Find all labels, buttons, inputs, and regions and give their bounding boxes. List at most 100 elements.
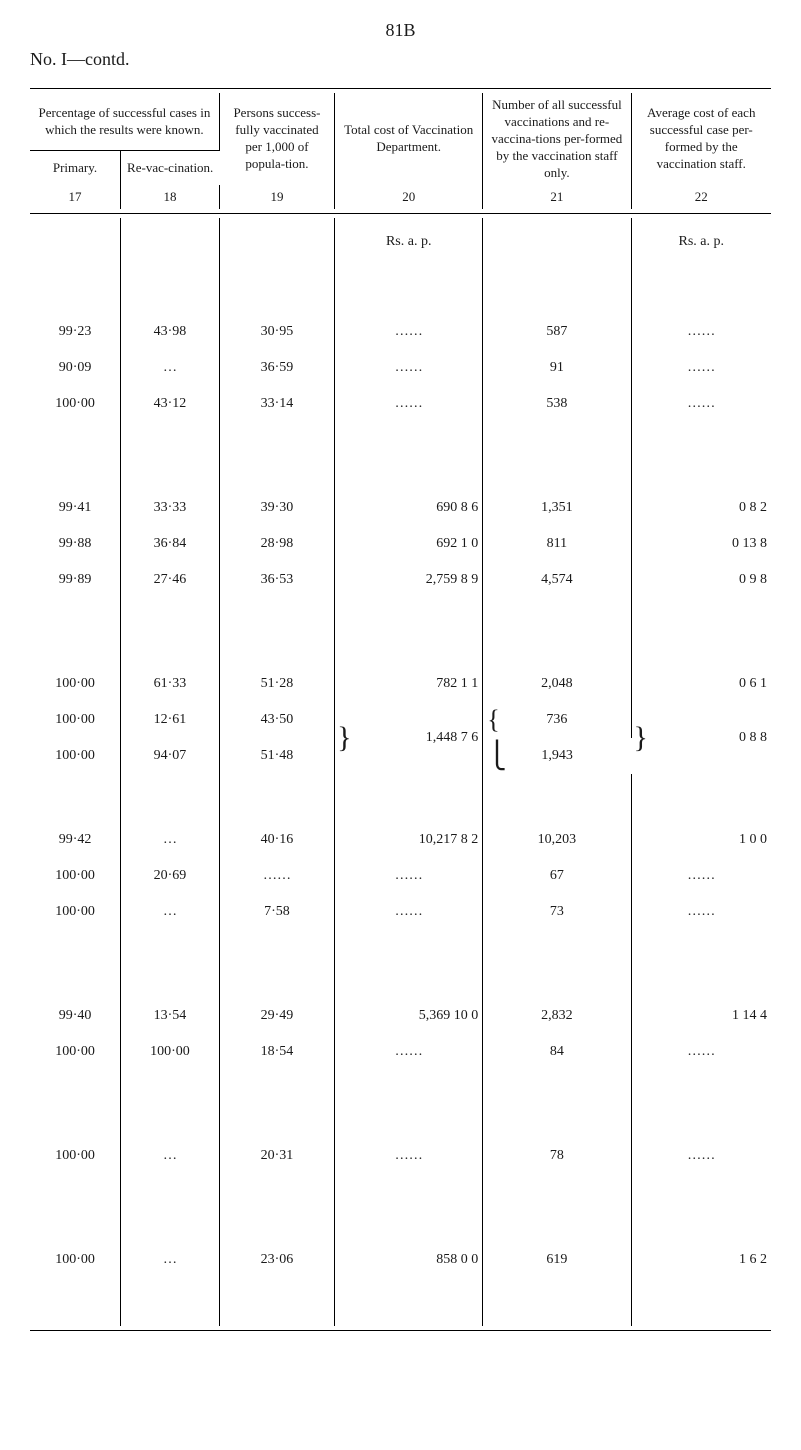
cell-number: 2,048 bbox=[483, 666, 631, 702]
cell-persons-val: 43·50 bbox=[261, 712, 294, 727]
table-row: 99·88 36·84 28·98 692 1 0 811 0 13 8 bbox=[30, 526, 771, 562]
cell-avg: …… bbox=[631, 858, 771, 894]
cell-number: 91 bbox=[483, 350, 631, 386]
cell-primary: 100·00 bbox=[30, 386, 121, 422]
cell-revac: … bbox=[121, 894, 220, 930]
cell-persons: 20·31 bbox=[219, 1138, 334, 1174]
cell-avg: 0 6 1 bbox=[631, 666, 771, 702]
cell-revac: 43·12 bbox=[121, 386, 220, 422]
cell-persons: 30·95 bbox=[219, 314, 334, 350]
cell-revac: … bbox=[121, 1242, 220, 1278]
cell-avg: …… bbox=[631, 350, 771, 386]
table-row: 100·00 100·00 18·54 …… 84 …… bbox=[30, 1034, 771, 1070]
cell-primary: 99·89 bbox=[30, 562, 121, 598]
cell-avg: 0 8 2 bbox=[631, 490, 771, 526]
table-row: 100·00 20·69 …… …… 67 …… bbox=[30, 858, 771, 894]
table-row: 99·41 33·33 39·30 690 8 6 1,351 0 8 2 bbox=[30, 490, 771, 526]
cell-number: 1,351 bbox=[483, 490, 631, 526]
cell-revac: 94·07 bbox=[121, 738, 220, 774]
header-primary: Primary. bbox=[30, 151, 121, 186]
brace-left2-icon: } bbox=[634, 721, 648, 755]
cell-number: 2,832 bbox=[483, 998, 631, 1034]
cell-primary: 99·41 bbox=[30, 490, 121, 526]
cell-persons: 40·16 bbox=[219, 822, 334, 858]
cell-revac: 12·61 bbox=[121, 702, 220, 738]
colnum-21: 21 bbox=[483, 185, 631, 209]
cell-avg: …… bbox=[631, 314, 771, 350]
cell-revac: 43·98 bbox=[121, 314, 220, 350]
cell-number: 67 bbox=[483, 858, 631, 894]
cell-avg: 1 0 0 bbox=[631, 822, 771, 858]
brace-total-val: 1,448 7 6 bbox=[426, 730, 479, 745]
cell-persons: …… bbox=[219, 858, 334, 894]
colnum-19: 19 bbox=[219, 185, 334, 209]
cell-primary: 100·00 bbox=[30, 1138, 121, 1174]
cell-total: …… bbox=[335, 1034, 483, 1070]
cell-total: 858 0 0 bbox=[335, 1242, 483, 1278]
brace-icon: { bbox=[487, 705, 499, 735]
cell-revac: … bbox=[121, 1138, 220, 1174]
cell-total: 782 1 1 bbox=[335, 666, 483, 702]
rule-bottom bbox=[30, 1330, 771, 1331]
cell-persons: 28·98 bbox=[219, 526, 334, 562]
cell-total: …… bbox=[335, 1138, 483, 1174]
cell-number: 538 bbox=[483, 386, 631, 422]
cell-primary: 99·23 bbox=[30, 314, 121, 350]
table-row: 100·00 … 23·06 858 0 0 619 1 6 2 bbox=[30, 1242, 771, 1278]
cell-primary: 100·00 bbox=[30, 702, 121, 738]
cell-avg: …… bbox=[631, 386, 771, 422]
colnum-18: 18 bbox=[121, 185, 220, 209]
cell-total: …… bbox=[335, 314, 483, 350]
cell-number-val: 736 bbox=[546, 712, 567, 727]
cell-total: 692 1 0 bbox=[335, 526, 483, 562]
spacer bbox=[30, 598, 771, 666]
table-row: 90·09 … 36·59 …… 91 …… bbox=[30, 350, 771, 386]
cell-avg: 1 6 2 bbox=[631, 1242, 771, 1278]
cell-number: 10,203 bbox=[483, 822, 631, 858]
header-total: Total cost of Vaccination Department. bbox=[335, 93, 483, 185]
cell-total: …… bbox=[335, 350, 483, 386]
cell-avg: …… bbox=[631, 1138, 771, 1174]
cell-primary: 100·00 bbox=[30, 894, 121, 930]
cell-total: 10,217 8 2 bbox=[335, 822, 483, 858]
spacer bbox=[30, 422, 771, 490]
cell-number-val: 1,943 bbox=[541, 748, 573, 763]
rule-row bbox=[30, 209, 771, 218]
cell-avg: …… bbox=[631, 894, 771, 930]
table-row: 100·00 61·33 51·28 782 1 1 2,048 0 6 1 bbox=[30, 666, 771, 702]
cell-persons: 33·14 bbox=[219, 386, 334, 422]
cell-primary: 90·09 bbox=[30, 350, 121, 386]
cell-persons: 39·30 bbox=[219, 490, 334, 526]
cell-revac: 20·69 bbox=[121, 858, 220, 894]
cell-persons: 36·59 bbox=[219, 350, 334, 386]
brace-icon: ⎩ bbox=[487, 741, 507, 771]
cell-avg-braced: } 0 8 8 bbox=[631, 702, 771, 774]
brace-avg-val: 0 8 8 bbox=[739, 730, 767, 745]
units-right: Rs. a. p. bbox=[631, 218, 771, 266]
spacer bbox=[30, 1174, 771, 1242]
cell-number: 4,574 bbox=[483, 562, 631, 598]
contd-text: No. I—contd. bbox=[30, 49, 129, 69]
spacer bbox=[30, 266, 771, 314]
cell-revac: 100·00 bbox=[121, 1034, 220, 1070]
cell-total: …… bbox=[335, 386, 483, 422]
rule-top bbox=[30, 88, 771, 89]
cell-persons: 7·58 bbox=[219, 894, 334, 930]
cell-persons: 18·54 bbox=[219, 1034, 334, 1070]
cell-total-braced: } 1,448 7 6 bbox=[335, 702, 483, 774]
brace-left-icon: } bbox=[337, 721, 351, 755]
cell-revac: … bbox=[121, 822, 220, 858]
cell-persons: 43·50 bbox=[219, 702, 334, 738]
cell-avg: 1 14 4 bbox=[631, 998, 771, 1034]
cell-primary: 100·00 bbox=[30, 1034, 121, 1070]
cell-total: 690 8 6 bbox=[335, 490, 483, 526]
spacer bbox=[30, 1278, 771, 1326]
cell-revac: 36·84 bbox=[121, 526, 220, 562]
spacer bbox=[30, 1070, 771, 1138]
cell-number: 73 bbox=[483, 894, 631, 930]
cell-number: ⎩ 1,943 bbox=[483, 738, 631, 774]
header-number: Number of all successful vaccinations an… bbox=[483, 93, 631, 185]
cell-primary: 99·42 bbox=[30, 822, 121, 858]
table-row: 100·00 … 7·58 …… 73 …… bbox=[30, 894, 771, 930]
cell-revac: 27·46 bbox=[121, 562, 220, 598]
